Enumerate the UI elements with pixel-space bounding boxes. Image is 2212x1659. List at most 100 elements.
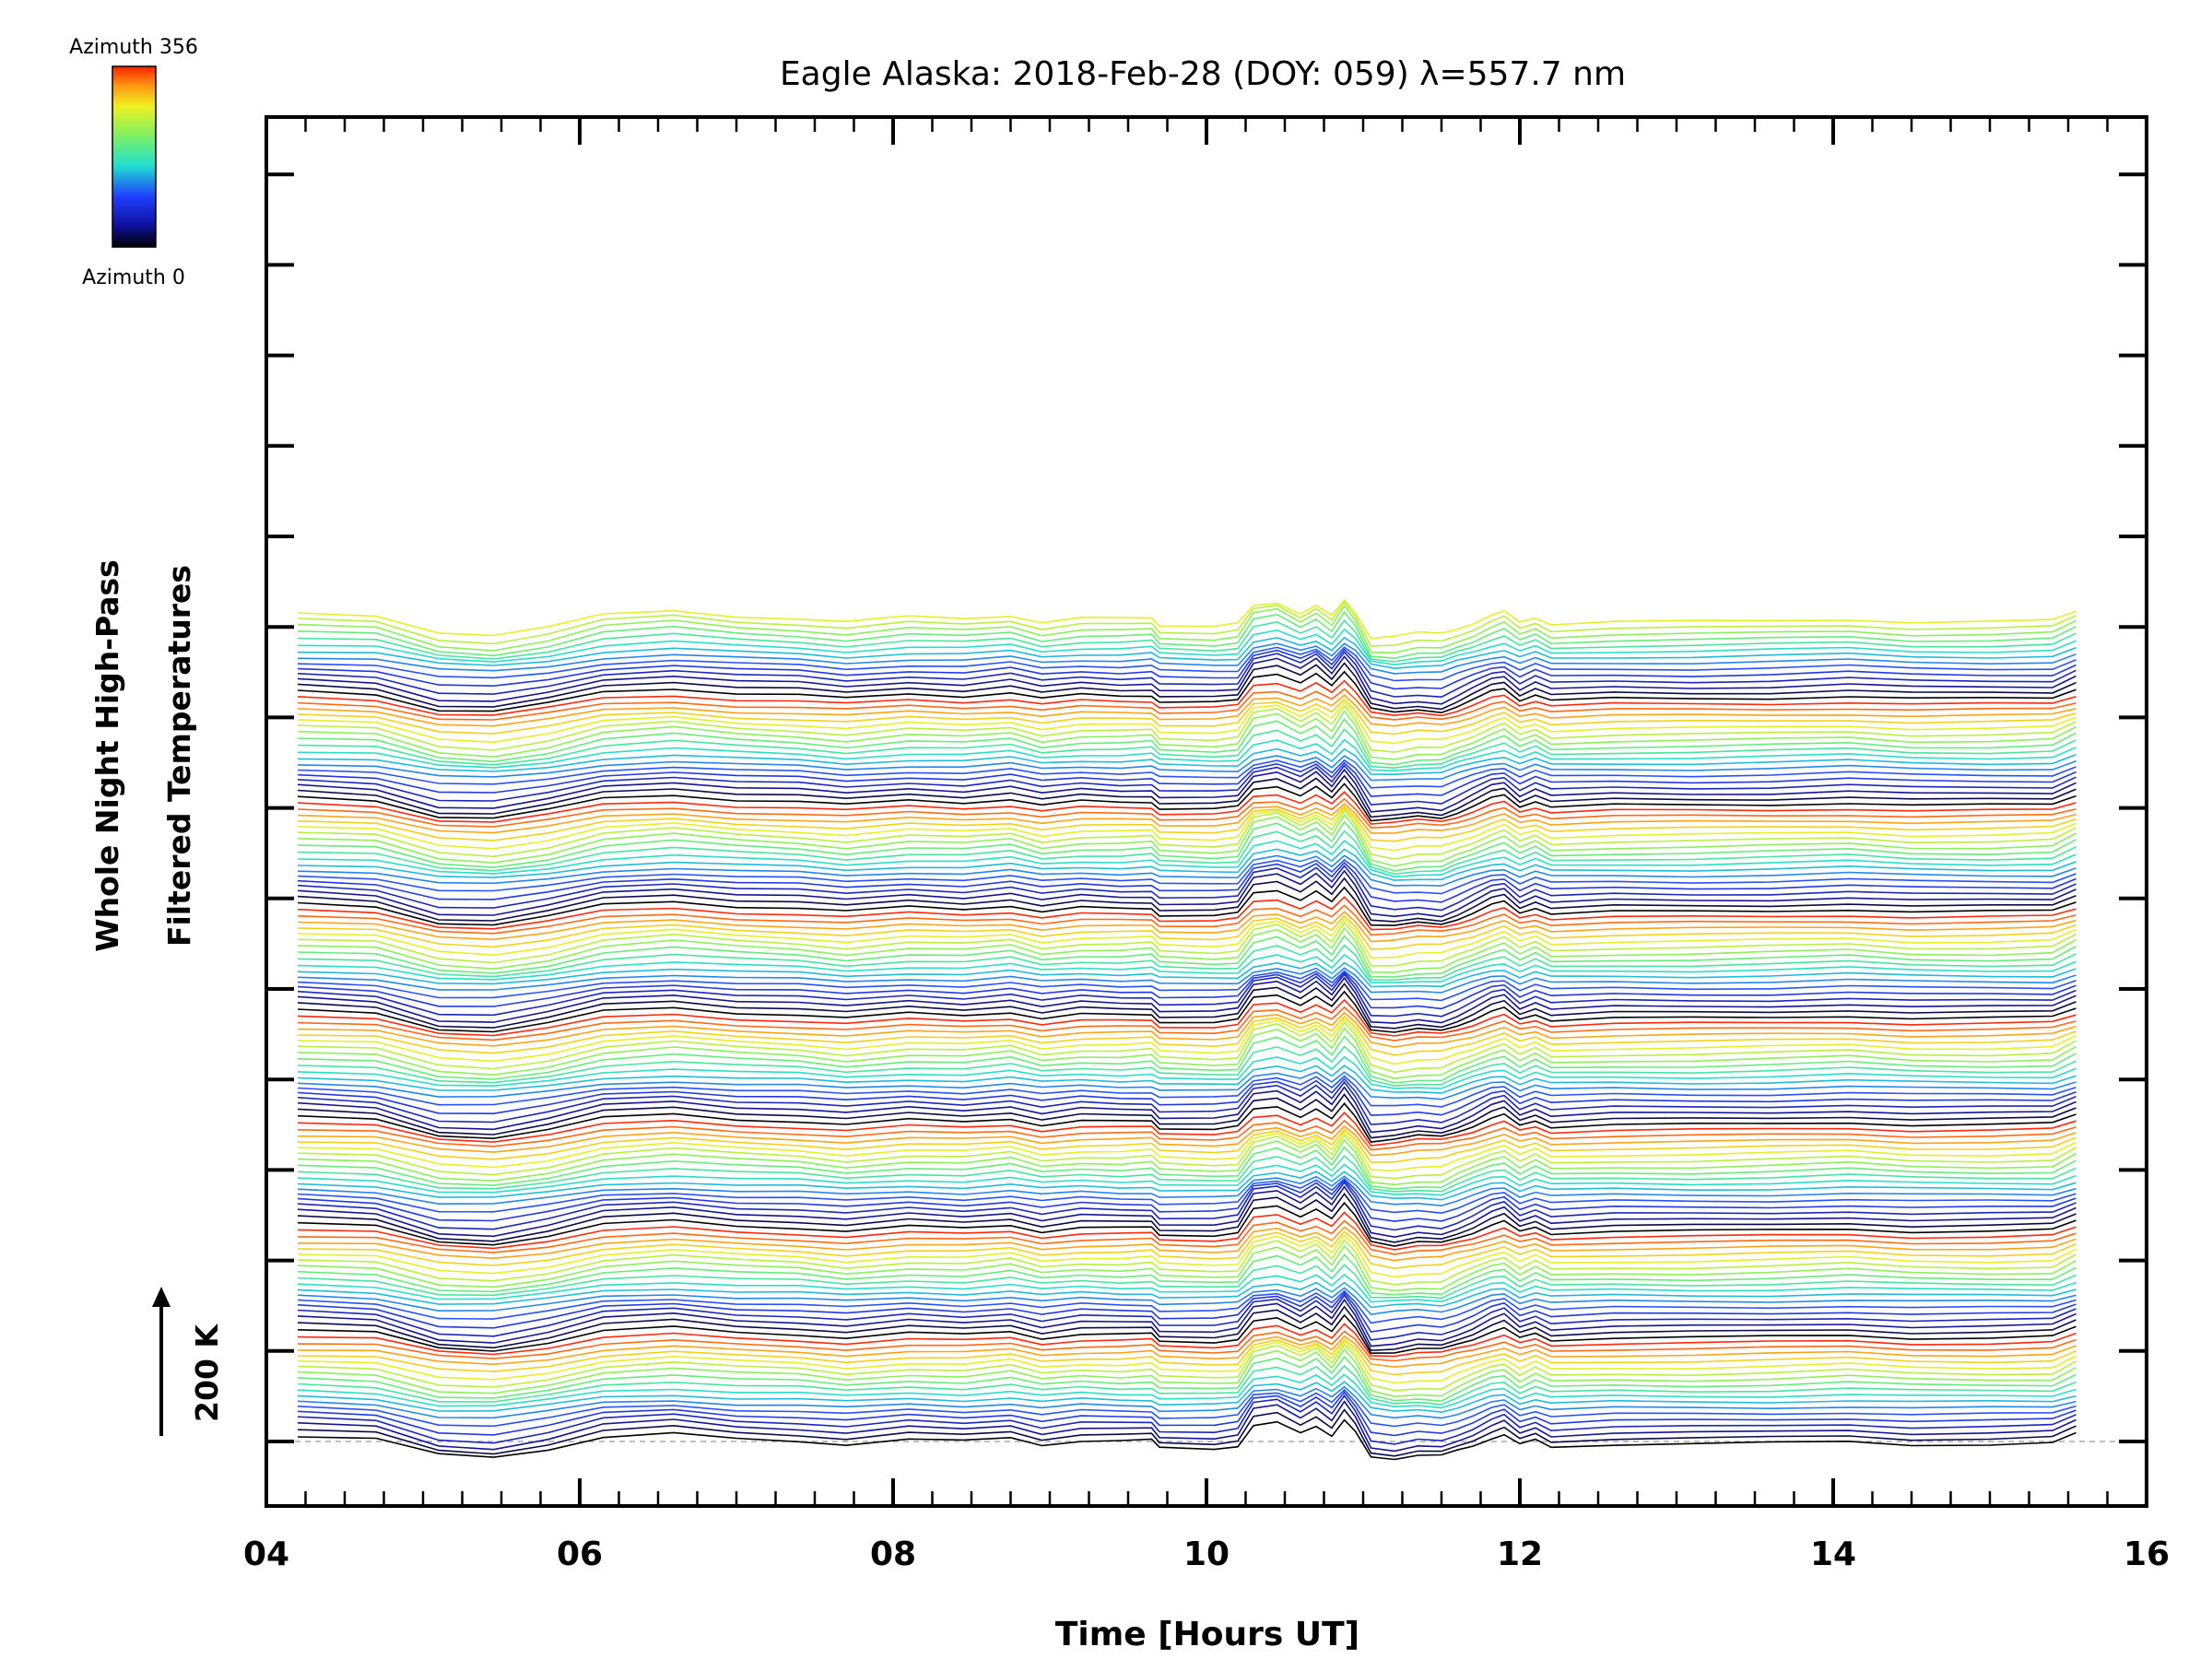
azimuth-trace <box>297 1226 2077 1262</box>
azimuth-trace <box>297 1075 2077 1108</box>
azimuth-trace <box>297 1027 2077 1080</box>
azimuth-trace <box>297 1364 2077 1406</box>
azimuth-trace <box>297 1408 2077 1457</box>
azimuth-trace <box>297 914 2077 950</box>
scale-arrow-head <box>152 1287 171 1307</box>
colorbar-bottom-label: Azimuth 0 <box>82 266 185 289</box>
azimuth-trace <box>297 1338 2077 1376</box>
azimuth-trace <box>297 1287 2077 1316</box>
azimuth-trace <box>297 1356 2077 1402</box>
azimuth-trace <box>297 1177 2077 1215</box>
azimuth-trace <box>297 1385 2077 1419</box>
azimuth-trace <box>297 1294 2077 1341</box>
azimuth-trace <box>297 1230 2077 1270</box>
azimuth-trace <box>297 655 2077 705</box>
azimuth-trace <box>297 1201 2077 1247</box>
azimuth-trace <box>297 1175 2077 1207</box>
azimuth-trace <box>297 1253 2077 1296</box>
azimuth-trace <box>297 628 2077 666</box>
azimuth-trace <box>297 1065 2077 1094</box>
azimuth-trace <box>297 904 2077 936</box>
azimuth-trace <box>297 642 2077 675</box>
azimuth-trace <box>297 610 2077 659</box>
y-axis-label-line2: Filtered Temperatures <box>161 565 197 947</box>
azimuth-trace <box>297 926 2077 973</box>
azimuth-trace <box>297 688 2077 721</box>
azimuth-trace <box>297 710 2077 760</box>
azimuth-trace <box>297 704 2077 753</box>
azimuth-trace <box>297 1340 2077 1384</box>
azimuth-trace <box>297 768 2077 813</box>
azimuth-trace <box>297 1018 2077 1065</box>
azimuth-trace <box>297 990 2077 1033</box>
azimuth-trace <box>297 982 2077 1030</box>
azimuth-trace <box>297 1185 2077 1239</box>
y-axis-label-line1: Whole Night High-Pass <box>89 559 125 952</box>
azimuth-trace <box>297 1015 2077 1056</box>
x-tick-label: 06 <box>557 1535 603 1573</box>
azimuth-trace <box>297 1134 2077 1180</box>
azimuth-trace <box>297 618 2077 663</box>
azimuth-trace <box>297 1080 2077 1125</box>
azimuth-trace <box>297 1239 2077 1286</box>
azimuth-trace <box>297 1171 2077 1201</box>
azimuth-trace <box>297 1146 2077 1190</box>
azimuth-trace <box>297 1102 2077 1143</box>
azimuth-trace <box>297 604 2077 654</box>
azimuth-trace <box>297 1128 2077 1163</box>
azimuth-trace <box>297 1112 2077 1147</box>
azimuth-trace <box>297 1305 2077 1352</box>
azimuth-trace <box>297 700 2077 745</box>
azimuth-trace <box>297 820 2077 872</box>
azimuth-trace <box>297 651 2077 699</box>
azimuth-trace <box>297 791 2077 825</box>
colorbar-legend: Azimuth 356 Azimuth 0 <box>69 36 198 289</box>
azimuth-trace <box>297 967 2077 994</box>
azimuth-trace <box>297 1418 2077 1461</box>
x-tick-label: 08 <box>870 1535 916 1573</box>
azimuth-trace <box>297 854 2077 887</box>
azimuth-trace <box>297 953 2077 984</box>
azimuth-trace <box>297 764 2077 806</box>
azimuth-trace <box>297 1348 2077 1398</box>
azimuth-trace <box>297 1021 2077 1074</box>
azimuth-trace <box>297 646 2077 682</box>
azimuth-trace <box>297 1291 2077 1333</box>
azimuth-trace <box>297 1281 2077 1309</box>
azimuth-trace <box>297 1093 2077 1139</box>
azimuth-trace <box>297 694 2077 727</box>
azimuth-trace <box>297 761 2077 797</box>
scale-indicator: 200 K <box>152 1287 225 1436</box>
x-tick-label: 10 <box>1183 1535 1230 1573</box>
azimuth-trace <box>297 1124 2077 1157</box>
azimuth-trace <box>297 1244 2077 1292</box>
azimuth-trace <box>297 1313 2077 1355</box>
azimuth-trace <box>297 797 2077 830</box>
azimuth-trace <box>297 738 2077 772</box>
azimuth-trace <box>297 747 2077 776</box>
azimuth-trace <box>297 1086 2077 1134</box>
azimuth-trace <box>297 998 2077 1037</box>
azimuth-trace <box>297 1011 2077 1048</box>
azimuth-trace <box>297 970 2077 1002</box>
azimuth-trace <box>297 1181 2077 1231</box>
azimuth-trace <box>297 1193 2077 1243</box>
colorbar <box>112 65 157 248</box>
azimuth-trace <box>297 917 2077 959</box>
azimuth-trace <box>297 1273 2077 1303</box>
x-tick-labels: 04 06 08 10 12 14 16 <box>243 1535 2170 1573</box>
azimuth-trace <box>297 679 2077 717</box>
azimuth-trace <box>297 1138 2077 1186</box>
azimuth-trace <box>297 648 2077 690</box>
azimuth-trace <box>297 1163 2077 1196</box>
azimuth-trace <box>297 1335 2077 1369</box>
azimuth-trace <box>297 1131 2077 1171</box>
azimuth-trace <box>297 1289 2077 1324</box>
x-tick-label: 04 <box>243 1535 289 1573</box>
azimuth-trace <box>297 869 2077 918</box>
azimuth-trace <box>297 1264 2077 1300</box>
azimuth-trace <box>297 861 2077 903</box>
azimuth-trace <box>297 971 2077 1010</box>
azimuth-trace <box>297 1373 2077 1409</box>
chart-title: Eagle Alaska: 2018-Feb-28 (DOY: 059) λ=5… <box>780 55 1626 93</box>
